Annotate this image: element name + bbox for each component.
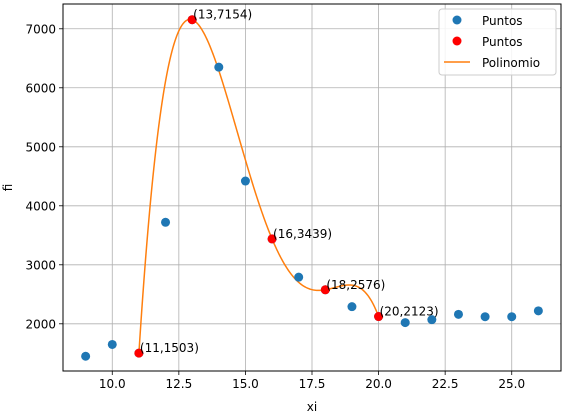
- polynomial-curve-layer: [138, 18, 380, 354]
- polinomio-line: [138, 18, 380, 354]
- x-axis-label: xi: [307, 400, 317, 414]
- point-annotation: (13,7154): [193, 8, 252, 22]
- legend-label-puntos-red: Puntos: [482, 35, 523, 49]
- data-point-blue: [161, 217, 171, 227]
- x-tick-label: 20.0: [365, 377, 392, 391]
- data-point-red: [187, 15, 197, 25]
- legend: Puntos Puntos Polinomio: [438, 8, 557, 76]
- data-point-blue: [453, 309, 463, 319]
- x-tick-label: 15.0: [232, 377, 259, 391]
- data-point-red: [320, 285, 330, 295]
- y-tick-label: 4000: [25, 199, 56, 213]
- ticks-layer: 10.0 12.5 15.0 17.5 20.0 22.5 25.0 2000 3000 4000…: [25, 22, 525, 391]
- y-tick-label: 5000: [25, 140, 56, 154]
- data-point-blue: [507, 312, 517, 322]
- data-point-red: [374, 312, 384, 322]
- data-point-blue: [81, 351, 91, 361]
- grid: [63, 4, 561, 371]
- data-point-blue: [294, 272, 304, 282]
- point-annotation: (11,1503): [140, 341, 199, 355]
- data-point-blue: [533, 306, 543, 316]
- point-annotation: (18,2576): [326, 278, 385, 292]
- x-tick-label: 12.5: [165, 377, 192, 391]
- data-point-red: [267, 234, 277, 244]
- y-tick-label: 6000: [25, 81, 56, 95]
- legend-marker-puntos-red: [452, 36, 462, 46]
- point-annotation: (20,2123): [380, 305, 439, 319]
- data-point-blue: [427, 315, 437, 325]
- x-tick-label: 22.5: [432, 377, 459, 391]
- points-layer: [81, 15, 543, 361]
- x-tick-label: 25.0: [498, 377, 525, 391]
- data-point-red: [134, 348, 144, 358]
- point-annotation: (16,3439): [273, 227, 332, 241]
- data-point-blue: [214, 62, 224, 72]
- legend-label-polinomio: Polinomio: [482, 56, 540, 70]
- legend-marker-puntos-blue: [452, 15, 462, 25]
- annotations-layer: (11,1503) (13,7154) (16,3439) (18,2576) (20,…: [140, 8, 439, 355]
- data-point-blue: [107, 339, 117, 349]
- x-tick-label: 17.5: [299, 377, 326, 391]
- data-point-blue: [347, 302, 357, 312]
- legend-label-puntos-blue: Puntos: [482, 14, 523, 28]
- y-tick-label: 2000: [25, 317, 56, 331]
- y-tick-label: 7000: [25, 22, 56, 36]
- data-point-blue: [480, 312, 490, 322]
- data-point-blue: [400, 318, 410, 328]
- legend-box: [438, 8, 557, 76]
- data-point-blue: [240, 176, 250, 186]
- y-tick-label: 3000: [25, 258, 56, 272]
- x-tick-label: 10.0: [99, 377, 126, 391]
- y-axis-label: fi: [1, 184, 15, 192]
